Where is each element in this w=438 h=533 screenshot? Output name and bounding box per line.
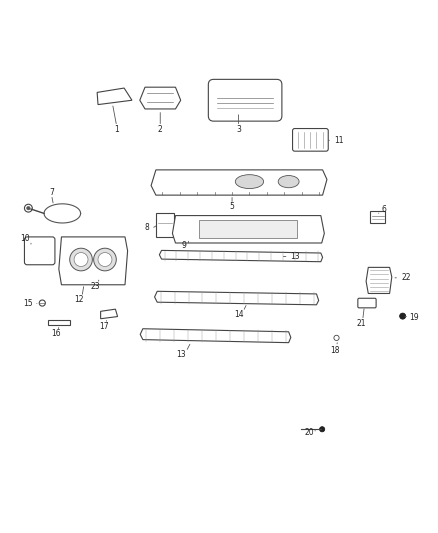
FancyBboxPatch shape	[25, 237, 55, 265]
Bar	[156, 213, 174, 237]
Text: 7: 7	[49, 188, 54, 197]
Polygon shape	[59, 237, 127, 285]
Circle shape	[98, 253, 112, 266]
Circle shape	[70, 248, 92, 271]
Circle shape	[94, 248, 116, 271]
Circle shape	[399, 313, 406, 319]
Polygon shape	[151, 170, 327, 195]
Text: 23: 23	[90, 281, 100, 290]
Text: 8: 8	[145, 223, 149, 232]
Polygon shape	[48, 320, 70, 325]
Circle shape	[74, 253, 88, 266]
Text: 10: 10	[21, 233, 30, 243]
Text: 3: 3	[236, 125, 241, 134]
Polygon shape	[159, 251, 322, 262]
Polygon shape	[366, 268, 392, 294]
Ellipse shape	[278, 175, 299, 188]
Circle shape	[25, 204, 32, 212]
Circle shape	[334, 335, 339, 341]
Polygon shape	[155, 292, 319, 305]
Circle shape	[27, 206, 30, 210]
Text: 14: 14	[234, 310, 244, 319]
Circle shape	[39, 300, 46, 306]
Text: 13: 13	[290, 252, 300, 261]
Polygon shape	[101, 309, 117, 319]
Text: 17: 17	[99, 322, 109, 331]
Circle shape	[320, 426, 325, 432]
Ellipse shape	[235, 175, 264, 189]
Text: 2: 2	[158, 125, 162, 134]
Bar	[199, 220, 297, 238]
Text: 16: 16	[51, 329, 61, 338]
FancyBboxPatch shape	[293, 128, 328, 151]
Polygon shape	[140, 87, 181, 109]
Polygon shape	[140, 329, 291, 343]
Polygon shape	[371, 211, 385, 223]
Text: 18: 18	[330, 345, 339, 354]
Polygon shape	[173, 215, 324, 243]
Text: 22: 22	[401, 273, 411, 282]
FancyBboxPatch shape	[358, 298, 376, 308]
Text: 5: 5	[230, 202, 234, 211]
Text: 12: 12	[74, 295, 84, 304]
Text: 20: 20	[305, 428, 314, 437]
Text: 13: 13	[177, 350, 186, 359]
Text: 1: 1	[114, 125, 119, 134]
Polygon shape	[97, 88, 132, 104]
Text: 6: 6	[381, 205, 386, 214]
Text: 19: 19	[409, 313, 418, 322]
Text: 11: 11	[334, 136, 343, 145]
Text: 9: 9	[182, 241, 187, 250]
Text: 15: 15	[24, 299, 33, 308]
FancyBboxPatch shape	[208, 79, 282, 121]
Text: 21: 21	[356, 319, 366, 328]
